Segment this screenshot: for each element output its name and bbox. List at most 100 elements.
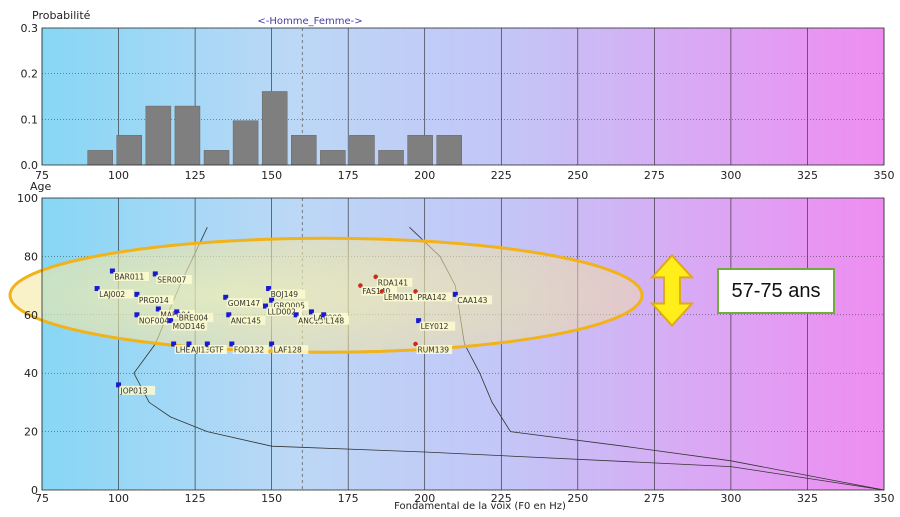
histogram-x-tick-label: 250 — [567, 169, 588, 182]
data-point-label-bg — [98, 289, 134, 299]
histogram-bar — [320, 150, 346, 166]
data-point-male — [266, 286, 272, 292]
scatter-x-tick-label: 350 — [874, 492, 895, 505]
data-point-label-bg — [272, 345, 309, 354]
histogram-x-tick-label: 350 — [874, 169, 895, 182]
scatter-x-tick-label: 200 — [414, 492, 435, 505]
histogram-x-tick-label: 325 — [797, 169, 818, 182]
scatter-x-axis-label: Fondamental de la voix (F0 en Hz) — [394, 501, 566, 512]
data-point-label-bg — [416, 292, 453, 302]
data-point-label: BAR011 — [114, 273, 144, 282]
data-point-male — [155, 306, 161, 312]
scatter-y-tick-label: 40 — [24, 367, 38, 380]
scatter-x-tick-label: 175 — [338, 492, 359, 505]
data-point-label: AJI130 — [191, 346, 215, 355]
data-point-label-bg — [272, 301, 309, 311]
data-point-label-bg — [159, 309, 195, 319]
data-point-label-bg — [376, 277, 413, 287]
data-point-label-bg — [229, 315, 266, 325]
histogram-y-axis-label: Probabilité — [32, 9, 91, 22]
data-point-male — [269, 341, 275, 347]
data-point-label-bg — [416, 345, 453, 354]
data-point-label-bg — [361, 286, 398, 296]
data-point-label: ANC145 — [231, 316, 262, 325]
data-point-male — [171, 341, 177, 347]
scatter-x-tick-label: 150 — [261, 492, 282, 505]
data-point-label-bg — [189, 345, 226, 354]
data-point-male — [229, 341, 235, 347]
data-point-label-bg — [119, 385, 156, 395]
histogram-bar — [174, 105, 201, 166]
scatter-y-tick-label: 80 — [24, 250, 38, 263]
age-range-callout: 57-75 ans — [717, 268, 835, 314]
data-point-male — [416, 318, 422, 324]
histogram-x-tick-label: 275 — [644, 169, 665, 182]
data-point-label-bg — [456, 295, 492, 305]
histogram-x-tick-label: 150 — [261, 169, 282, 182]
scatter-x-tick-label: 225 — [491, 492, 512, 505]
age-range-double-arrow — [649, 253, 695, 328]
data-point-label-bg — [137, 295, 174, 305]
histogram-panel: 75 100 125 150 175 200 225 250 275 300 325 350 0.0 0.… — [21, 9, 895, 182]
histogram-bar — [261, 91, 288, 166]
histogram-x-tick-label: 100 — [108, 169, 129, 182]
scatter-y-axis-label: Age — [30, 180, 52, 193]
data-point-male — [293, 312, 299, 318]
scatter-y-tick-label: 60 — [24, 309, 38, 322]
histogram-bar — [407, 135, 433, 166]
data-point-male — [308, 309, 314, 315]
histogram-bar — [232, 120, 259, 166]
data-point-label: LLD002 — [268, 308, 297, 317]
data-point-label: L148 — [326, 316, 345, 325]
data-point-label: MOD146 — [173, 322, 206, 331]
data-point-male — [223, 294, 229, 300]
histogram-y-tick-label: 0.3 — [21, 22, 39, 35]
histogram-bar — [203, 150, 230, 166]
histogram-x-tick-label: 75 — [35, 169, 49, 182]
age-range-text: 57-75 ans — [731, 279, 821, 302]
data-point-male — [174, 309, 180, 315]
histogram-x-tick-label: 125 — [185, 169, 206, 182]
data-point-label-bg — [137, 315, 174, 325]
scatter-y-tick-label: 0 — [31, 484, 38, 497]
data-point-male — [186, 341, 192, 347]
data-point-label: LAJ002 — [99, 290, 125, 299]
histogram-y-tick-label: 0.0 — [21, 159, 39, 172]
data-point-label-bg — [419, 321, 456, 331]
data-point-male — [152, 271, 158, 277]
histogram-x-tick-label: 300 — [720, 169, 741, 182]
data-point-label-bg — [177, 312, 214, 322]
data-point-label: GTF — [209, 346, 223, 355]
histogram-y-tick-label: 0.2 — [21, 68, 39, 81]
data-point-label: BRE004 — [179, 313, 209, 322]
scatter-frame — [41, 197, 885, 491]
data-point-male — [134, 291, 140, 297]
scatter-x-tick-label: 275 — [644, 492, 665, 505]
data-point-label: BOJ149 — [271, 290, 299, 299]
histogram-bar — [378, 150, 404, 166]
histogram-y-tick-label: 0.1 — [21, 113, 39, 126]
scatter-x-tick-label: 100 — [108, 492, 129, 505]
data-point-male — [134, 312, 140, 318]
data-point-label: SER007 — [157, 275, 186, 284]
scatter-x-tick-label: 250 — [567, 492, 588, 505]
data-point-label: LEY012 — [421, 322, 449, 331]
data-point-label-bg — [324, 315, 350, 325]
data-point-label: FAS140 — [362, 287, 390, 296]
data-point-label: GOM147 — [228, 299, 261, 308]
histogram-x-tick-label: 200 — [414, 169, 435, 182]
histogram-x-tick-label: 175 — [338, 169, 359, 182]
data-point-label-bg — [208, 345, 228, 354]
histogram-bar — [291, 135, 317, 166]
data-point-male — [204, 341, 210, 347]
histogram-bar — [116, 135, 143, 166]
sex-legend-text: <-Homme_Femme-> — [257, 16, 362, 27]
histogram-frame — [41, 27, 885, 166]
data-point-label: PRG014 — [139, 296, 169, 305]
data-point-label: RDA141 — [378, 278, 409, 287]
data-point-label: JOP013 — [120, 386, 148, 395]
data-point-male — [452, 291, 458, 297]
data-point-male — [269, 297, 275, 303]
